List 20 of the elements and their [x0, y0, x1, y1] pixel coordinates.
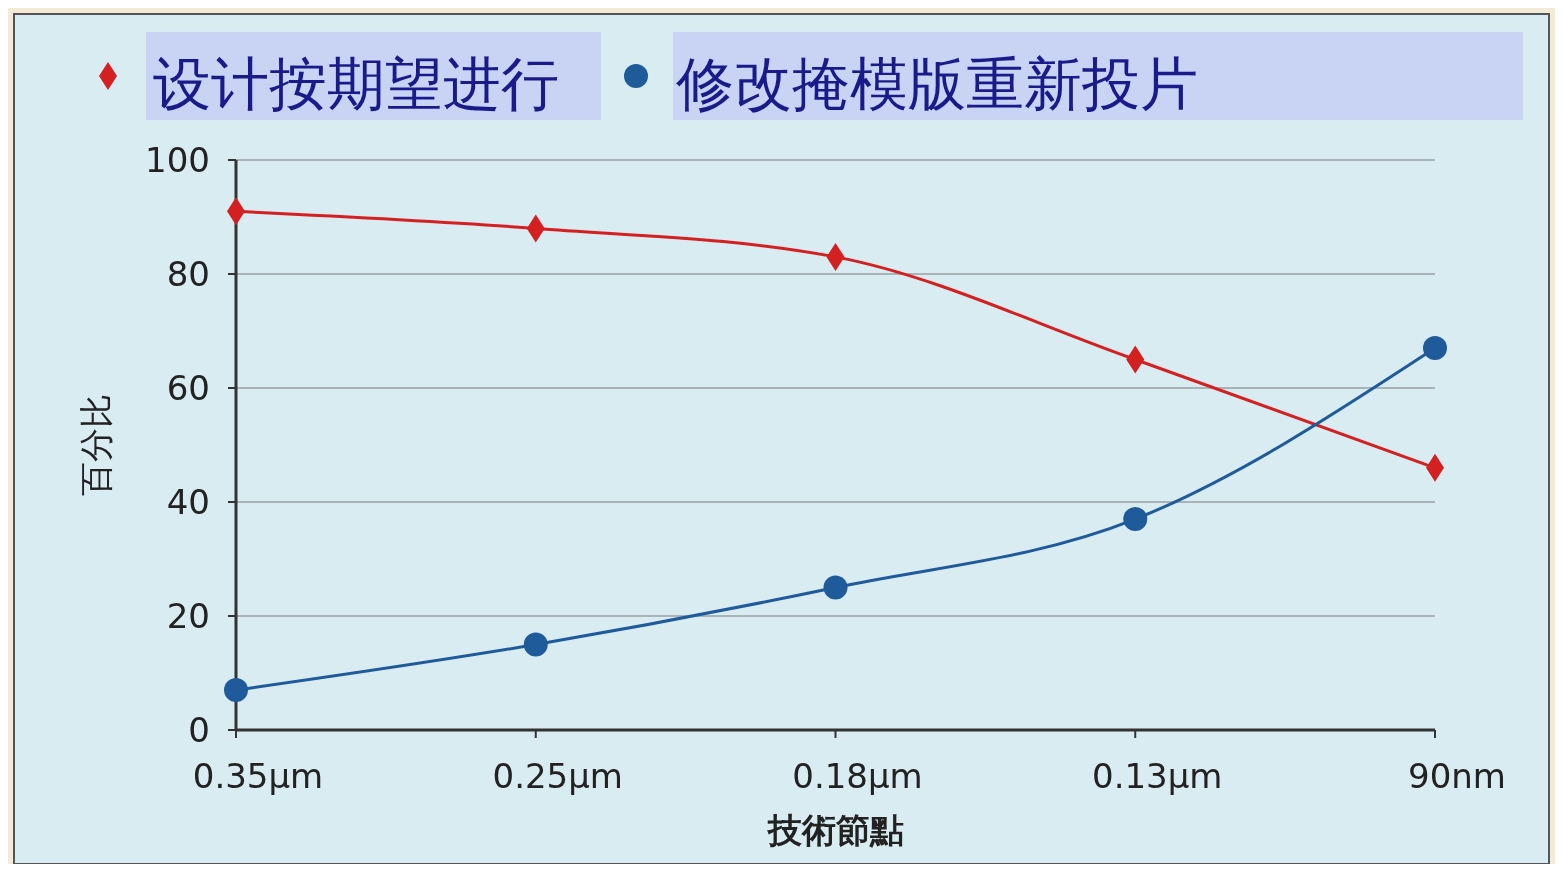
- y-tick-label: 40: [166, 481, 210, 522]
- x-tick-label: 0.25μm: [492, 756, 623, 796]
- legend-label: 修改掩模版重新投片: [676, 50, 1198, 118]
- point: [224, 678, 248, 703]
- y-tick-label: 20: [166, 595, 210, 636]
- y-tick-label: 60: [166, 367, 210, 408]
- y-tick-label: 80: [166, 253, 210, 294]
- y-tick-label: 100: [145, 139, 210, 180]
- x-tick-label: 0.18μm: [792, 756, 923, 796]
- point: [1423, 336, 1447, 361]
- x-tick-label: 0.35μm: [192, 756, 324, 796]
- point: [1123, 507, 1148, 532]
- point: [823, 575, 848, 600]
- y-axis-title: 百分比: [76, 394, 116, 496]
- x-tick-label: 0.13μm: [1092, 756, 1223, 796]
- y-tick-label: 0: [188, 709, 210, 750]
- legend-label: 设计按期望进行: [153, 50, 559, 118]
- point: [523, 632, 548, 657]
- x-tick-label: 90nm: [1408, 756, 1506, 796]
- x-axis-title: 技術節點: [765, 810, 904, 850]
